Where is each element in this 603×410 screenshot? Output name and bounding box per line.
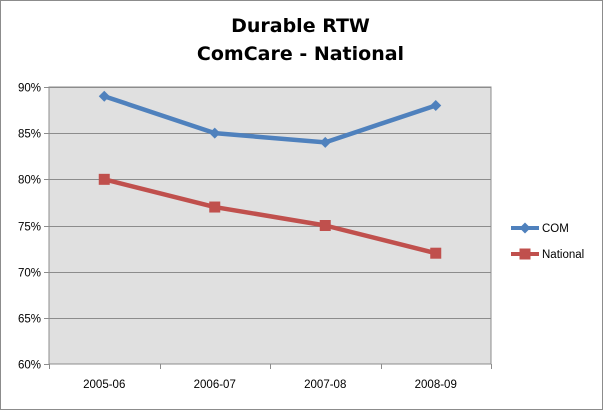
plot-area [48,86,492,365]
data-point-com [98,90,110,102]
y-tick-label: 90% [18,83,41,95]
y-tick-label: 75% [18,222,41,234]
legend-marker-com [519,222,531,234]
y-tick-label: 70% [18,268,41,280]
data-point-com [430,99,442,111]
data-point-national [209,201,221,213]
x-tick-label: 2005-06 [83,379,125,391]
chart-title-line-1: Durable RTW [231,15,370,37]
legend-label-national: National [542,249,584,261]
y-tick-label: 65% [18,314,41,326]
data-point-com [319,136,331,148]
data-point-national [430,247,442,259]
data-point-national [98,173,110,185]
chart-title-line-2: ComCare - National [196,43,405,65]
y-tick-label: 80% [18,175,41,187]
legend-label-com: COM [542,223,569,235]
x-tick-label: 2007-08 [304,379,346,391]
x-tick-label: 2006-07 [194,379,236,391]
y-tick-label: 85% [18,129,41,141]
data-point-national [319,220,331,231]
x-tick-label: 2008-09 [415,379,457,391]
chart-title: Durable RTW ComCare - National [0,12,601,68]
y-tick-label: 60% [18,360,41,372]
series-line-com [103,94,437,145]
data-point-com [209,127,221,139]
series-line-national [103,177,437,256]
legend-marker-national [519,248,531,260]
